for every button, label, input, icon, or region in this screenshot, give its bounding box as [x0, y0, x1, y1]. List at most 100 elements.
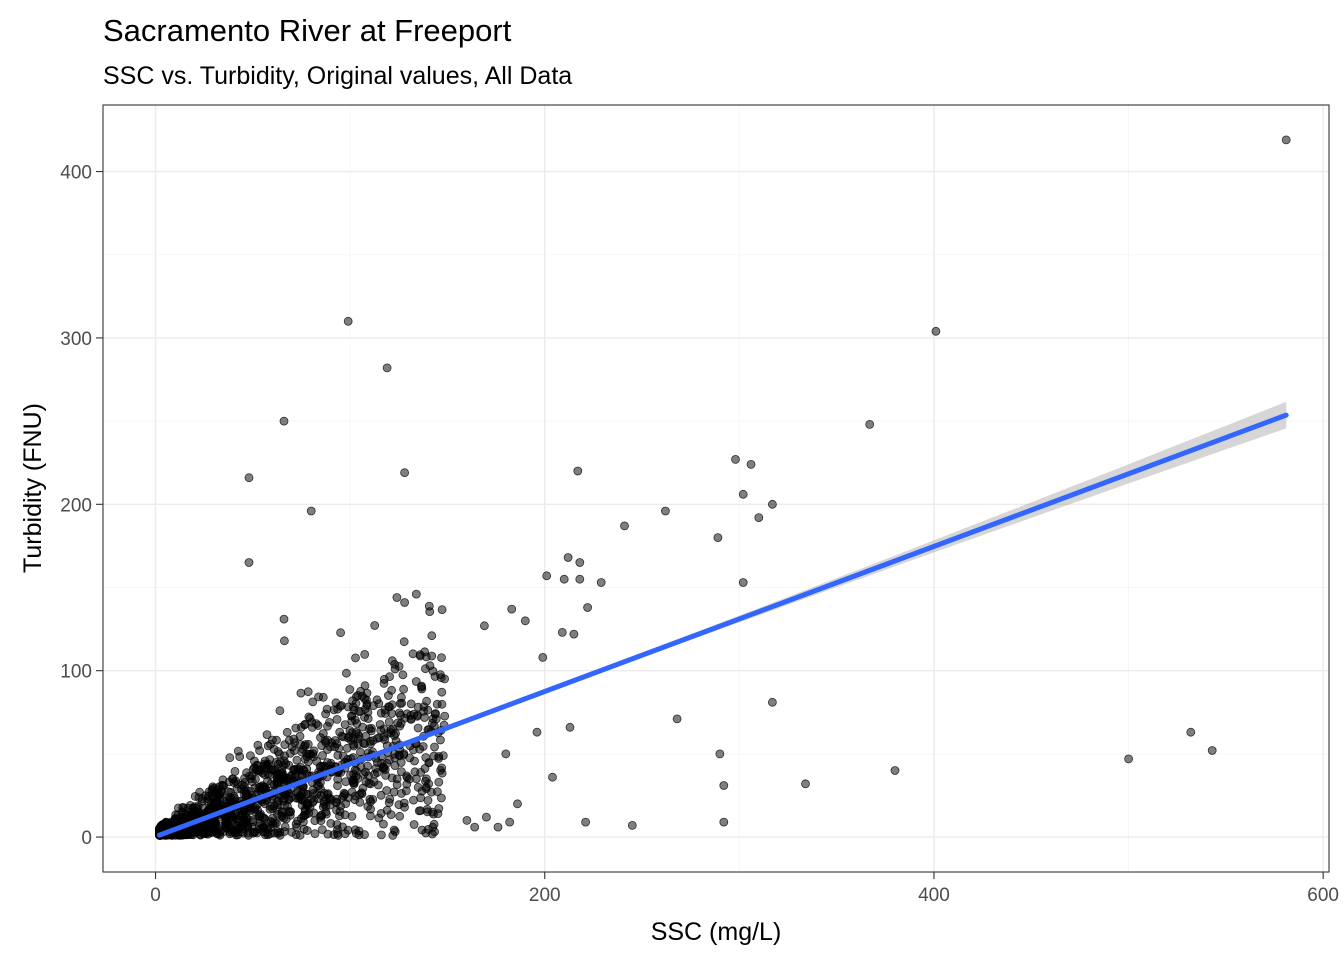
data-point [227, 774, 237, 784]
data-point [430, 742, 439, 752]
data-point [318, 692, 328, 702]
data-point [420, 764, 430, 773]
data-point [300, 719, 310, 729]
data-point [430, 672, 440, 681]
data-point [437, 699, 447, 709]
data-point [376, 790, 386, 800]
data-point [416, 793, 426, 803]
data-point [331, 698, 341, 708]
data-point [396, 710, 406, 720]
data-point [366, 779, 375, 789]
data-point [332, 739, 342, 748]
data-point [196, 825, 206, 834]
data-point [559, 574, 569, 584]
data-point [341, 777, 351, 786]
data-point [481, 812, 491, 822]
data-point [399, 637, 409, 647]
data-point [1281, 135, 1291, 145]
data-point [398, 670, 408, 680]
data-point [479, 621, 489, 631]
data-point [505, 817, 515, 827]
data-point [263, 759, 273, 769]
data-point [303, 757, 313, 767]
data-point [423, 705, 433, 715]
data-point [357, 789, 367, 799]
data-point [266, 739, 275, 749]
data-point [296, 688, 306, 698]
data-point [269, 828, 279, 838]
data-point [323, 735, 332, 745]
data-point [230, 793, 240, 803]
data-point [296, 814, 306, 823]
data-point [372, 768, 382, 777]
data-point [320, 761, 330, 771]
data-point [279, 636, 289, 646]
data-point [382, 363, 392, 373]
data-point [322, 704, 332, 714]
data-point [715, 749, 725, 759]
data-point [358, 722, 368, 732]
data-point [433, 809, 443, 818]
data-point [389, 825, 399, 835]
data-point [1124, 754, 1133, 764]
data-point [387, 773, 397, 783]
data-point [411, 774, 421, 784]
data-point [292, 755, 302, 765]
data-point [362, 701, 372, 710]
data-point [347, 812, 357, 821]
data-point [438, 751, 448, 760]
data-point [400, 802, 409, 812]
data-point [339, 788, 349, 798]
data-point [302, 764, 312, 774]
data-point [425, 661, 435, 671]
data-point [931, 326, 941, 336]
regression-line [156, 412, 1289, 838]
data-point [411, 589, 421, 599]
data-point [360, 830, 369, 839]
data-point [310, 829, 320, 838]
data-point [376, 708, 386, 718]
data-point [387, 656, 397, 666]
data-point [507, 604, 517, 614]
data-point [370, 621, 380, 630]
data-point [325, 718, 334, 727]
data-point [336, 628, 346, 638]
data-point [596, 578, 606, 587]
data-point [434, 777, 444, 787]
data-point [400, 468, 410, 478]
data-point [384, 755, 394, 765]
data-point [249, 763, 259, 772]
data-point [300, 806, 310, 816]
data-point [290, 738, 300, 748]
data-point [392, 593, 402, 602]
data-point [429, 751, 439, 761]
data-point [738, 489, 748, 499]
data-point [731, 454, 740, 464]
data-point [389, 787, 399, 797]
data-point [387, 685, 397, 695]
data-point [368, 736, 378, 745]
y-tick-label: 300 [60, 329, 92, 350]
data-point [262, 730, 272, 739]
data-point [244, 830, 253, 840]
data-point [376, 726, 386, 735]
x-tick-label: 600 [1307, 885, 1339, 906]
data-point [350, 715, 360, 725]
data-point [372, 758, 382, 767]
data-point [308, 697, 318, 707]
grid [103, 105, 1329, 872]
data-point [340, 720, 350, 729]
data-point [470, 822, 480, 832]
data-point [282, 727, 292, 737]
data-point [493, 822, 503, 832]
data-point [437, 768, 447, 778]
data-point [231, 828, 241, 838]
data-point [244, 473, 254, 483]
data-point [323, 789, 333, 799]
data-point [273, 796, 283, 806]
data-point [583, 603, 592, 612]
data-point [260, 770, 270, 780]
y-tick-label: 400 [60, 163, 92, 184]
data-point [235, 752, 245, 761]
